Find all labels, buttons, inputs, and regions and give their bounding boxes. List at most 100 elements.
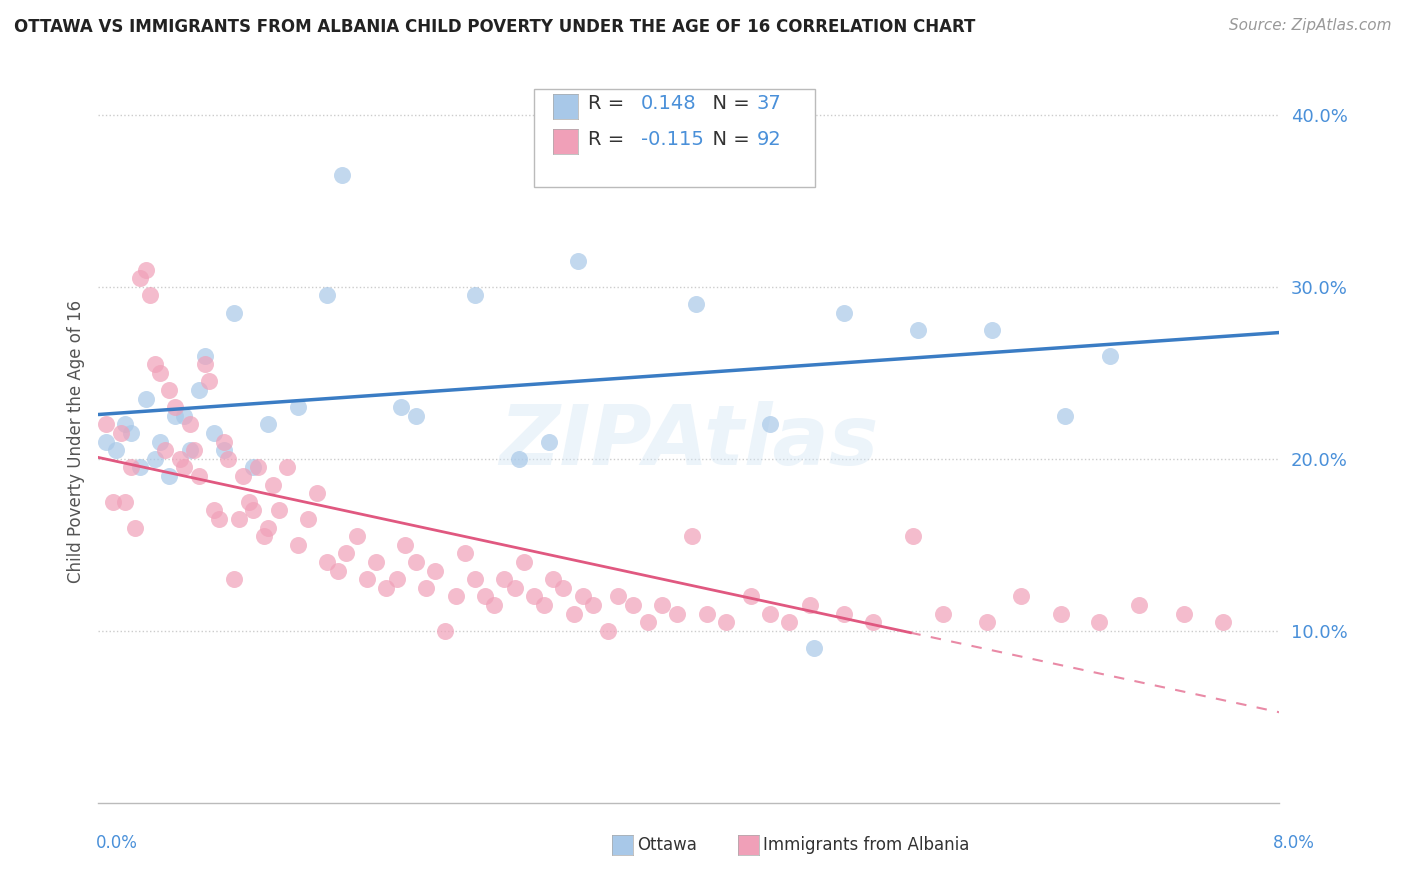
Point	[714, 615, 737, 630]
Point	[1088, 615, 1111, 630]
Point	[316, 288, 339, 302]
Point	[862, 615, 884, 630]
Text: 92: 92	[756, 129, 782, 149]
Point	[179, 417, 201, 432]
Text: 8.0%: 8.0%	[1272, 834, 1315, 852]
Text: Source: ZipAtlas.com: Source: ZipAtlas.com	[1229, 18, 1392, 33]
Point	[444, 590, 467, 604]
Point	[228, 512, 250, 526]
Point	[932, 607, 955, 621]
Point	[685, 297, 707, 311]
Point	[571, 590, 593, 604]
Point	[198, 375, 221, 389]
Point	[165, 400, 187, 414]
Point	[778, 615, 800, 630]
Point	[143, 357, 166, 371]
Point	[533, 598, 555, 612]
Point	[124, 520, 146, 534]
Text: N =: N =	[700, 94, 756, 113]
Point	[173, 409, 195, 423]
Point	[187, 469, 209, 483]
Point	[183, 443, 205, 458]
Point	[143, 451, 166, 466]
Point	[356, 572, 378, 586]
Point	[287, 400, 309, 414]
Point	[157, 469, 180, 483]
Point	[165, 409, 187, 423]
Point	[202, 503, 225, 517]
Point	[276, 460, 298, 475]
Point	[157, 383, 180, 397]
Point	[415, 581, 437, 595]
Text: 0.148: 0.148	[641, 94, 697, 113]
Point	[128, 271, 150, 285]
Point	[759, 417, 782, 432]
Point	[903, 529, 925, 543]
Point	[114, 494, 136, 508]
Point	[832, 305, 855, 319]
Point	[759, 607, 782, 621]
Point	[257, 417, 280, 432]
Point	[474, 590, 496, 604]
Point	[612, 151, 634, 165]
Point	[651, 598, 673, 612]
Point	[149, 434, 172, 449]
Point	[257, 520, 280, 534]
Point	[503, 581, 526, 595]
Point	[135, 262, 157, 277]
Point	[976, 615, 998, 630]
Point	[907, 323, 929, 337]
Point	[607, 590, 630, 604]
Point	[666, 607, 689, 621]
Point	[696, 607, 718, 621]
Point	[238, 494, 260, 508]
Point	[508, 451, 530, 466]
Point	[202, 425, 225, 440]
Point	[434, 624, 457, 638]
Point	[464, 288, 486, 302]
Point	[799, 598, 821, 612]
Point	[453, 546, 475, 560]
Point	[562, 607, 585, 621]
Text: Immigrants from Albania: Immigrants from Albania	[763, 836, 970, 854]
Point	[267, 503, 290, 517]
Text: Ottawa: Ottawa	[637, 836, 697, 854]
Point	[179, 443, 201, 458]
Point	[120, 425, 142, 440]
Point	[128, 460, 150, 475]
Point	[316, 555, 339, 569]
Point	[621, 598, 644, 612]
Point	[567, 253, 589, 268]
Point	[364, 555, 387, 569]
Point	[553, 581, 575, 595]
Point	[149, 366, 172, 380]
Point	[242, 503, 264, 517]
Point	[253, 529, 276, 543]
Point	[326, 564, 349, 578]
Point	[1128, 598, 1150, 612]
Point	[1054, 409, 1077, 423]
Point	[297, 512, 319, 526]
Point	[464, 572, 486, 586]
Point	[224, 572, 246, 586]
Point	[305, 486, 328, 500]
Text: 0.0%: 0.0%	[96, 834, 138, 852]
Point	[512, 555, 534, 569]
Point	[389, 400, 412, 414]
Point	[582, 598, 605, 612]
Point	[637, 615, 659, 630]
Point	[405, 409, 427, 423]
Point	[194, 357, 217, 371]
Point	[242, 460, 264, 475]
Y-axis label: Child Poverty Under the Age of 16: Child Poverty Under the Age of 16	[66, 300, 84, 583]
Text: 37: 37	[756, 94, 782, 113]
Point	[120, 460, 142, 475]
Point	[1098, 349, 1121, 363]
Point	[394, 538, 416, 552]
Point	[803, 640, 825, 655]
Point	[135, 392, 157, 406]
Point	[173, 460, 195, 475]
Point	[212, 443, 235, 458]
Point	[980, 323, 1002, 337]
Point	[375, 581, 398, 595]
